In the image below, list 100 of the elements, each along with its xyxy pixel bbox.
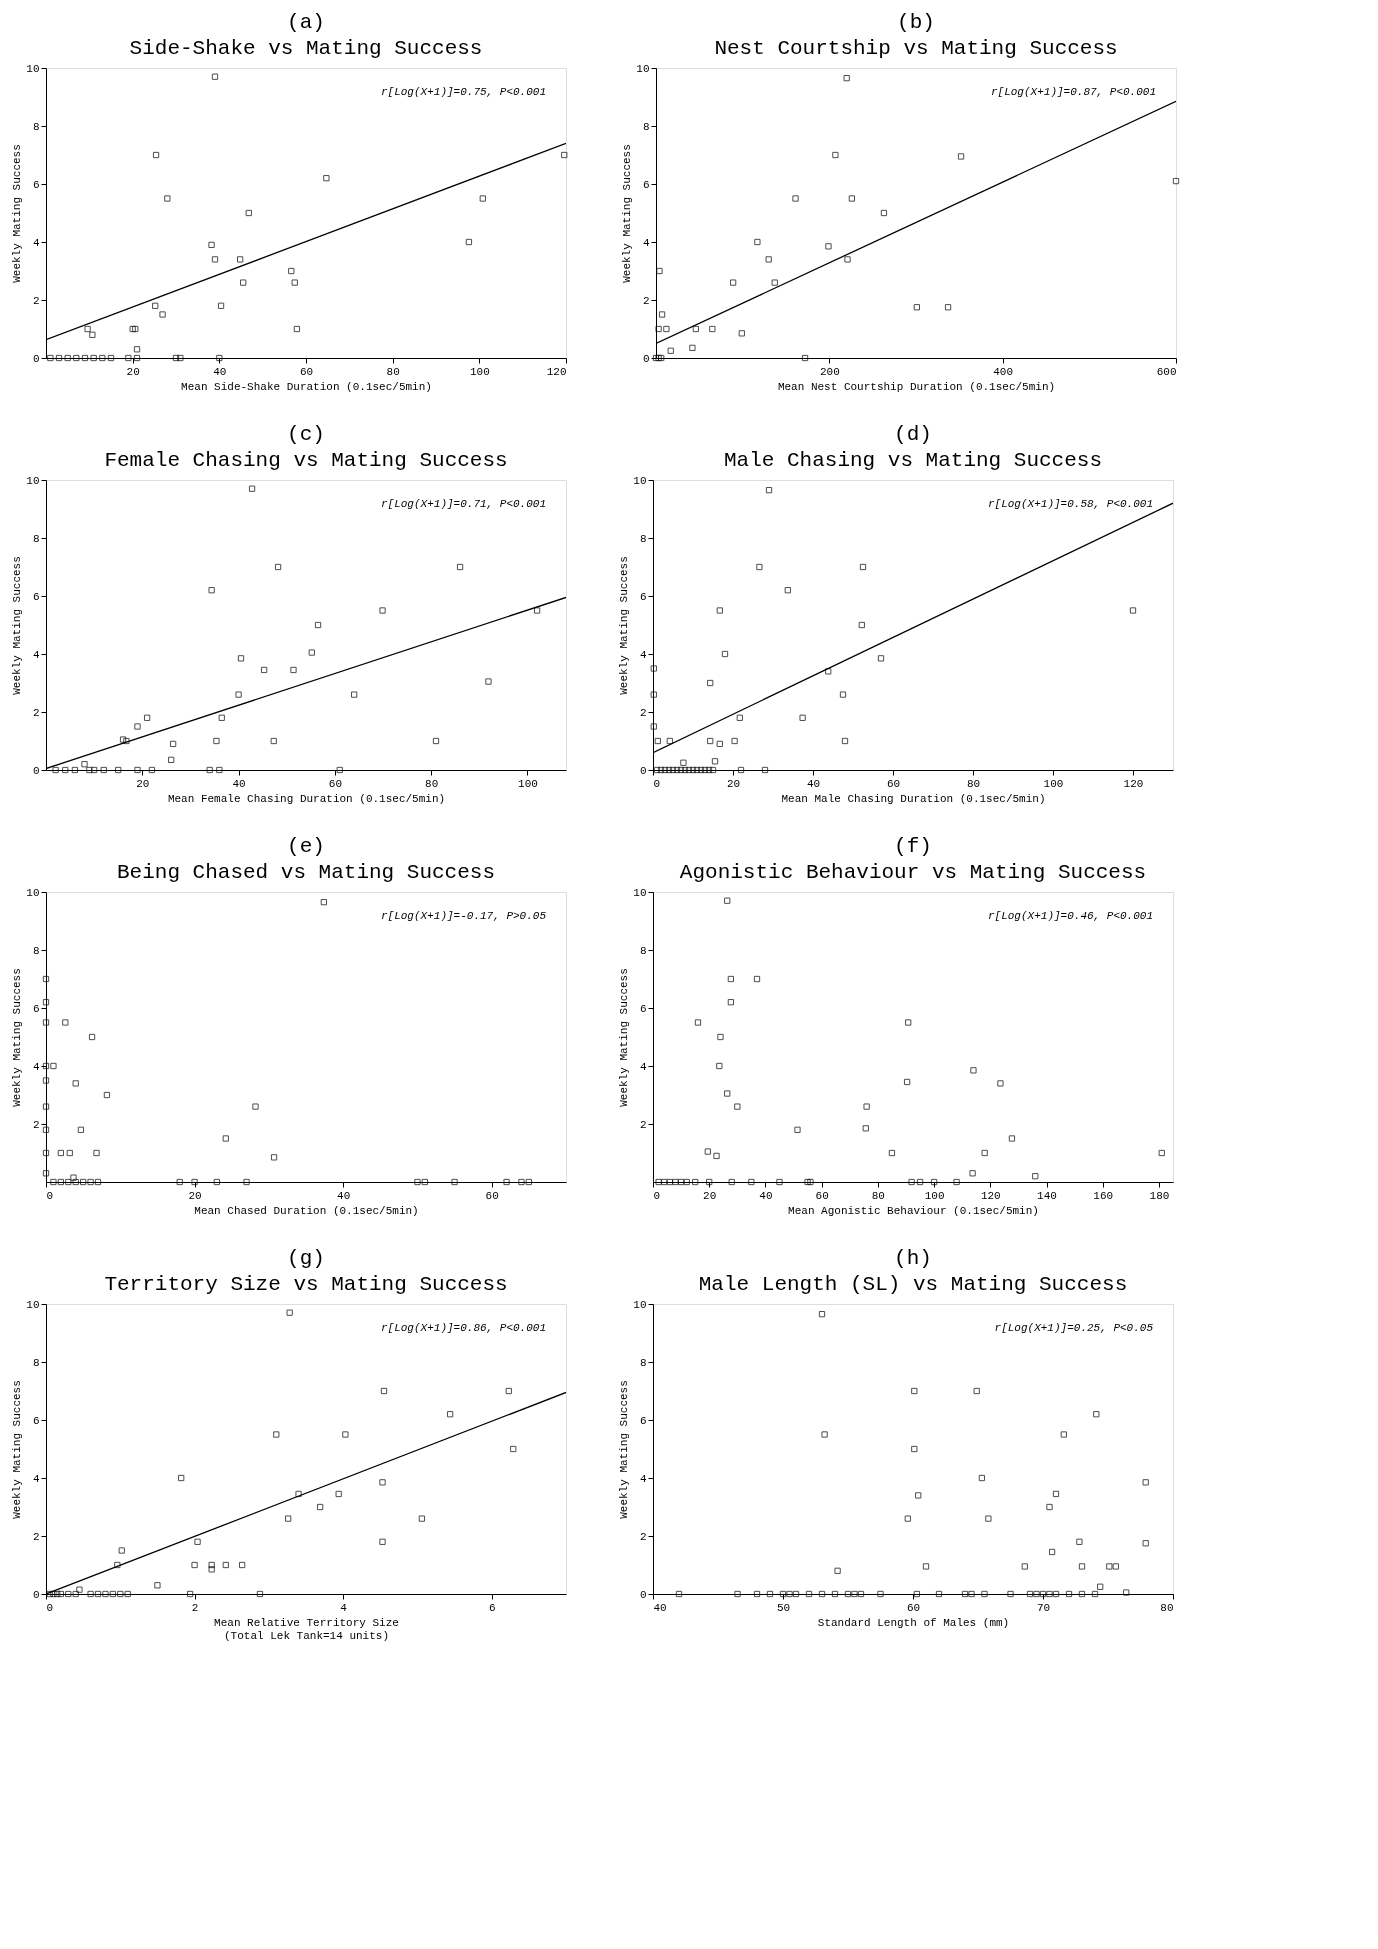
point (807, 1178, 814, 1186)
point (379, 1479, 386, 1486)
point (485, 678, 492, 685)
point (168, 756, 175, 763)
point (66, 1149, 73, 1157)
point (240, 279, 247, 286)
point (89, 331, 96, 338)
point (129, 325, 136, 333)
point (697, 766, 705, 774)
point (164, 195, 171, 202)
y-axis-title: Weekly Mating Success (11, 144, 24, 283)
point (102, 1590, 109, 1598)
point (323, 175, 330, 182)
point (133, 354, 141, 362)
point (107, 354, 115, 362)
point (672, 1178, 679, 1186)
point (42, 999, 50, 1006)
chart-title: Side-Shake vs Mating Success (129, 37, 483, 60)
point (784, 587, 791, 594)
chart-subtitle: (g) (287, 1247, 325, 1270)
point (753, 975, 761, 983)
point (503, 1178, 510, 1186)
point (737, 766, 745, 774)
point (42, 1103, 50, 1110)
y-tick-label: 4 (32, 1060, 40, 1073)
point (208, 1566, 215, 1573)
x-tick-label: 80 (966, 777, 981, 790)
x-tick-label: 0 (46, 1189, 54, 1202)
y-tick-label: 4 (32, 648, 40, 661)
point (218, 714, 225, 721)
point (724, 897, 731, 904)
point (86, 766, 93, 774)
x-tick-label: 80 (425, 777, 439, 790)
x-tick-label: 0 (653, 777, 661, 790)
point (654, 737, 661, 745)
point (154, 1582, 161, 1589)
point (673, 766, 681, 774)
point (52, 766, 59, 774)
x-tick-label: 120 (980, 1189, 1001, 1202)
point (99, 354, 106, 362)
point (351, 691, 358, 698)
point (379, 607, 386, 614)
point (211, 73, 219, 80)
point (518, 1178, 525, 1186)
point (134, 766, 141, 774)
point (776, 1178, 783, 1186)
point (561, 151, 568, 159)
point (42, 1126, 50, 1133)
y-tick-label: 2 (639, 706, 647, 719)
x-axis-title: Mean Male Chasing Duration (0.1sec/5min) (781, 792, 1046, 805)
annotation: r[Log(X+1)]=-0.17, P>0.05 (380, 910, 547, 922)
point (50, 1062, 57, 1070)
point (707, 737, 714, 745)
x-tick-label: 40 (653, 1601, 667, 1614)
point (728, 1178, 735, 1186)
y-tick-label: 10 (26, 62, 40, 75)
x-tick-label: 4 (340, 1601, 348, 1614)
x-tick-label: 2 (191, 1601, 199, 1614)
point (666, 737, 673, 745)
point (94, 1590, 102, 1598)
chart-title: Female Chasing vs Mating Success (104, 449, 508, 472)
x-tick-label: 50 (776, 1601, 791, 1614)
point (709, 766, 717, 774)
y-tick-label: 8 (32, 120, 40, 133)
point (42, 1077, 50, 1084)
point (804, 1178, 811, 1186)
point (94, 1178, 102, 1186)
point (295, 1490, 302, 1498)
point (123, 737, 130, 745)
point (206, 766, 213, 774)
x-tick-label: 20 (703, 1189, 717, 1202)
x-tick-label: 40 (806, 777, 821, 790)
y-tick-label: 8 (639, 532, 647, 545)
chart-subtitle: (b) (897, 11, 935, 34)
point (731, 737, 738, 745)
point (706, 1178, 713, 1186)
point (236, 256, 244, 263)
point (119, 736, 127, 743)
point (208, 587, 215, 594)
point (245, 209, 252, 217)
point (42, 1019, 50, 1026)
point (677, 766, 685, 774)
y-tick-label: 8 (32, 944, 40, 957)
y-axis-title: Weekly Mating Success (618, 968, 631, 1107)
point (177, 354, 184, 362)
y-tick-label: 6 (32, 1414, 40, 1427)
point (825, 668, 832, 675)
point (716, 740, 723, 748)
point (794, 1126, 801, 1133)
point (997, 1080, 1004, 1087)
point (55, 354, 63, 362)
point (456, 563, 464, 571)
point (260, 666, 268, 674)
point (47, 354, 54, 362)
point (756, 563, 763, 571)
point (80, 1178, 87, 1186)
point (143, 714, 151, 721)
point (661, 766, 669, 774)
y-tick-label: 6 (32, 1002, 40, 1015)
point (72, 1080, 79, 1087)
